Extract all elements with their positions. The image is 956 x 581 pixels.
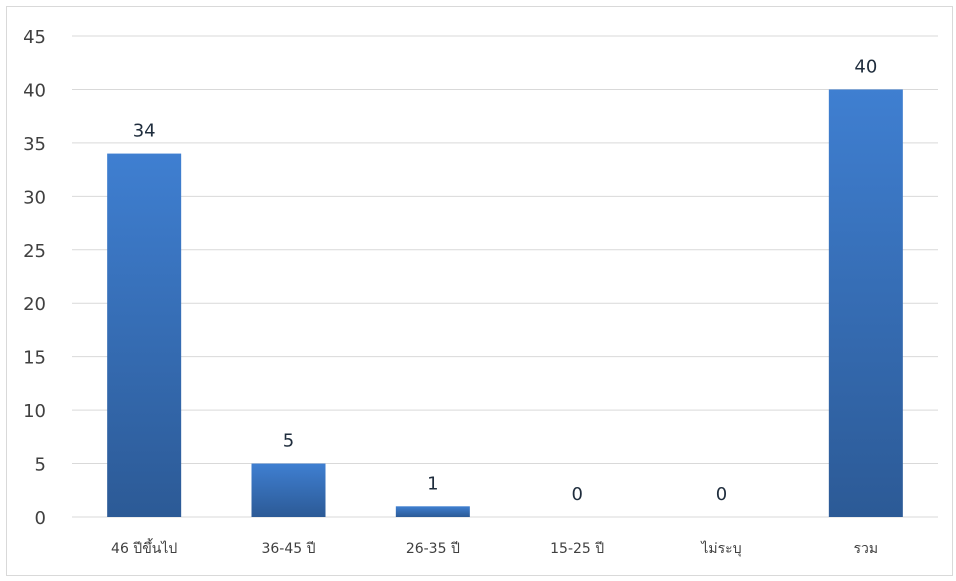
data-labels: 34 5 1 0 0 40 bbox=[133, 56, 878, 505]
y-axis-ticks: 0 5 10 15 20 25 30 35 40 45 bbox=[23, 27, 46, 529]
data-label: 0 bbox=[716, 484, 727, 505]
y-tick-label: 15 bbox=[23, 348, 46, 369]
data-label: 5 bbox=[283, 431, 294, 452]
x-tick-label: ไม่ระบุ bbox=[700, 540, 741, 557]
data-label: 0 bbox=[571, 484, 582, 505]
y-tick-label: 40 bbox=[23, 80, 46, 101]
x-tick-label: 36-45 ปี bbox=[261, 541, 315, 557]
chart-frame bbox=[6, 6, 953, 576]
y-tick-label: 0 bbox=[35, 508, 46, 529]
y-tick-label: 30 bbox=[23, 187, 46, 208]
y-tick-label: 35 bbox=[23, 134, 46, 155]
y-tick-label: 10 bbox=[23, 401, 46, 422]
bar bbox=[395, 506, 470, 517]
y-tick-label: 25 bbox=[23, 241, 46, 262]
x-tick-label: รวม bbox=[854, 541, 879, 557]
y-tick-label: 45 bbox=[23, 27, 46, 48]
gridlines bbox=[72, 35, 938, 518]
bar bbox=[251, 463, 326, 517]
x-tick-label: 26-35 ปี bbox=[406, 541, 460, 557]
x-axis-ticks: 46 ปีขึ้นไป 36-45 ปี 26-35 ปี 15-25 ปี ไม่ระ… bbox=[111, 538, 878, 557]
y-tick-label: 5 bbox=[35, 455, 46, 476]
bar bbox=[828, 89, 903, 517]
x-tick-label: 15-25 ปี bbox=[550, 541, 604, 557]
data-label: 1 bbox=[427, 473, 438, 494]
x-tick-label: 46 ปีขึ้นไป bbox=[111, 538, 177, 557]
bars bbox=[107, 89, 903, 518]
data-label: 40 bbox=[854, 56, 877, 77]
bar bbox=[107, 153, 182, 518]
y-tick-label: 20 bbox=[23, 294, 46, 315]
data-label: 34 bbox=[133, 121, 156, 142]
